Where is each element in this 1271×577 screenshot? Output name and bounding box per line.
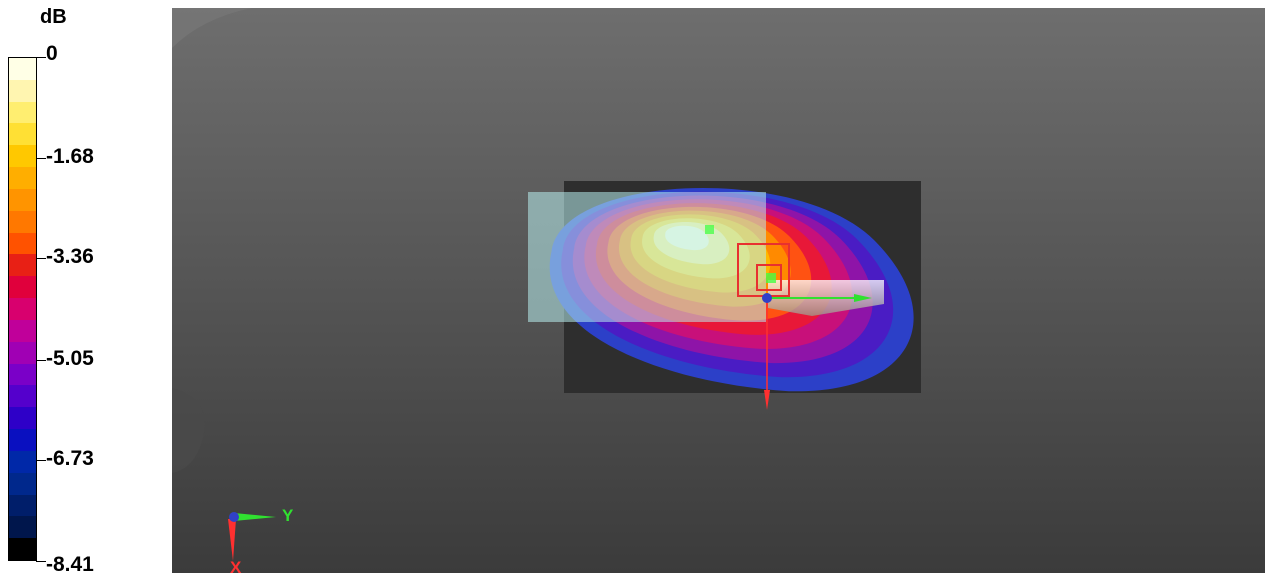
scene-canvas[interactable]: Y X xyxy=(172,8,1265,573)
legend-segment xyxy=(9,79,36,102)
triad-y-arrow xyxy=(234,513,276,521)
legend-segment xyxy=(9,276,36,299)
legend-segment xyxy=(9,232,36,255)
legend-segment xyxy=(9,58,36,80)
peak-pin-marker[interactable] xyxy=(705,225,714,234)
legend-segment xyxy=(9,210,36,233)
legend-tick xyxy=(36,258,46,260)
device-panel xyxy=(528,192,766,322)
legend-tick xyxy=(36,561,46,562)
legend-segment xyxy=(9,319,36,342)
legend-segment xyxy=(9,407,36,430)
legend-segment xyxy=(9,538,36,561)
legend-tick xyxy=(36,157,46,159)
local-x-arrowhead xyxy=(764,390,770,410)
peak-pin-marker-2[interactable] xyxy=(766,273,776,283)
local-origin xyxy=(762,293,772,303)
legend-tick-label: -5.05 xyxy=(46,346,94,370)
legend-segment xyxy=(9,385,36,408)
legend-tick-label: -8.41 xyxy=(46,553,94,576)
coordinate-triad: Y X xyxy=(228,506,294,573)
legend-tick-label: -6.73 xyxy=(46,447,94,471)
zoom-scan-inner-box[interactable] xyxy=(756,264,782,291)
background-hull xyxy=(172,8,252,48)
legend-segment xyxy=(9,123,36,146)
legend-segment xyxy=(9,188,36,211)
legend-tick xyxy=(36,57,46,58)
legend-segment xyxy=(9,450,36,473)
triad-x-label: X xyxy=(230,558,242,573)
legend-segment xyxy=(9,145,36,168)
triad-z-arrow xyxy=(229,512,239,522)
legend-tick xyxy=(36,460,46,462)
local-y-arrowhead xyxy=(854,294,872,302)
legend-tick xyxy=(36,359,46,361)
legend-segment xyxy=(9,516,36,539)
legend-tick-label: -1.68 xyxy=(46,144,94,168)
legend-unit-label: dB xyxy=(40,6,67,28)
legend-segment xyxy=(9,429,36,451)
legend-segment xyxy=(9,494,36,517)
triad-y-label: Y xyxy=(282,506,294,525)
color-legend: dB 0 -1.68 -3.36 -5.05 -6.73 -8.41 xyxy=(0,0,160,576)
legend-segment xyxy=(9,341,36,364)
legend-segment xyxy=(9,101,36,124)
triad-x-arrow xyxy=(228,519,236,561)
legend-segment xyxy=(9,298,36,320)
legend-segment xyxy=(9,363,36,386)
legend-segment xyxy=(9,167,36,189)
3d-viewport[interactable]: Y X xyxy=(172,8,1265,573)
legend-segment xyxy=(9,472,36,495)
legend-tick-label: -3.36 xyxy=(46,245,94,269)
legend-color-bar xyxy=(8,57,37,561)
legend-segment xyxy=(9,254,36,277)
background-hull-left xyxy=(172,388,205,473)
legend-tick-label: 0 xyxy=(46,42,58,65)
